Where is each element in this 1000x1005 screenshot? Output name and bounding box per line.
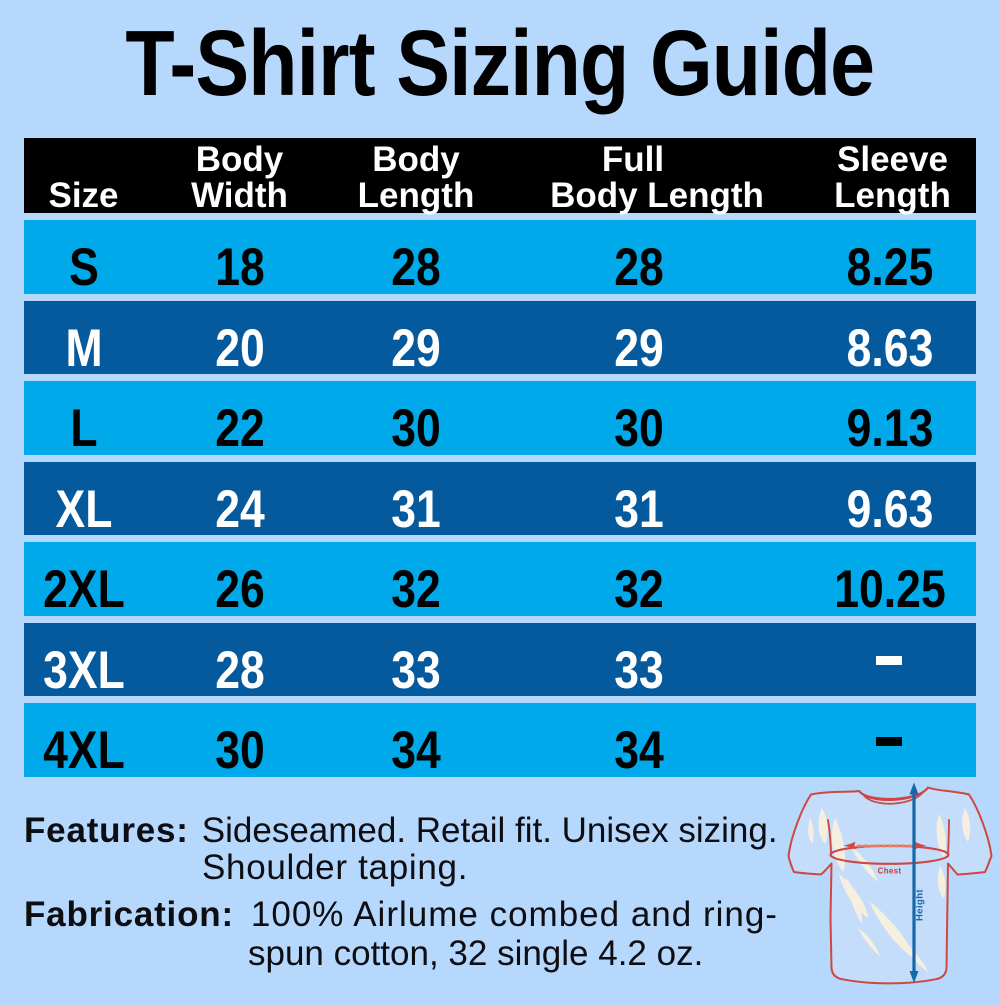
svg-text:Height: Height (915, 889, 926, 921)
svg-text:Chest: Chest (878, 867, 902, 876)
